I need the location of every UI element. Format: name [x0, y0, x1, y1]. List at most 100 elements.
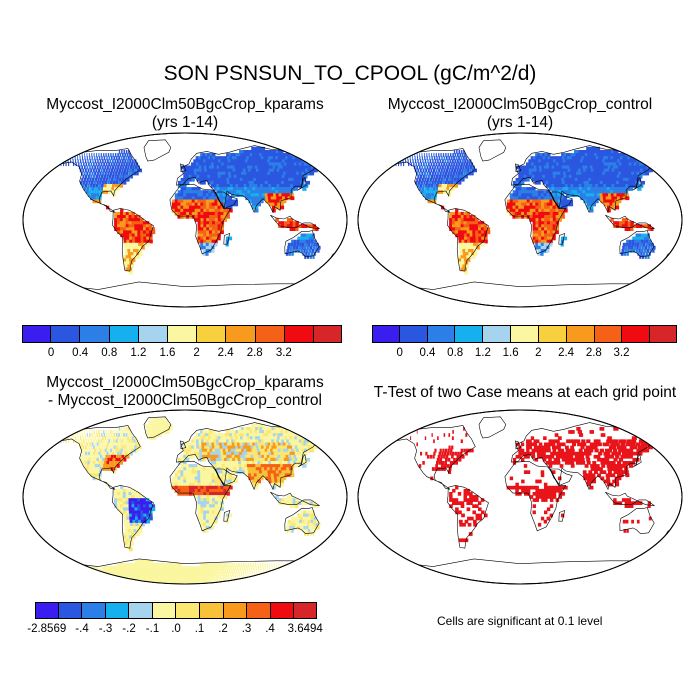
- coastline-japan: [297, 453, 307, 468]
- map-border: [357, 132, 683, 308]
- coastline-australia: [619, 507, 655, 535]
- coastline-africa: [504, 460, 567, 532]
- coastlines: [383, 416, 673, 584]
- colorbar-swatch: [483, 325, 512, 343]
- colorbar-swatch: [223, 602, 248, 619]
- map-kparams: [22, 132, 348, 308]
- panel-title-line2: - Myccost_I2000Clm50BgcCrop_control: [48, 392, 322, 409]
- colorbar-tick-label: -.2: [122, 623, 136, 635]
- map-frame: [357, 409, 683, 585]
- colorbar-control: [372, 325, 677, 343]
- coastline-japan: [297, 176, 307, 191]
- map-border: [22, 132, 348, 308]
- coastline-arabia: [215, 468, 238, 486]
- colorbar-tick-label: 0.4: [72, 347, 89, 359]
- colorbar-swatch: [35, 602, 59, 619]
- coastline-greenland: [143, 139, 172, 162]
- colorbar-tick-label: .2: [218, 623, 228, 635]
- coastline-africa: [169, 183, 232, 255]
- colorbar-swatch: [284, 325, 314, 343]
- colorbar-swatch: [511, 325, 539, 343]
- coastline-madagascar: [223, 233, 231, 245]
- colorbar-swatch: [650, 325, 677, 343]
- colorbar-kparams: [22, 325, 343, 343]
- colorbar-tick-label: 1.2: [474, 347, 491, 359]
- colorbar-swatch: [226, 325, 256, 343]
- coastline-japan: [632, 176, 642, 191]
- colorbar-tick-label: 1.2: [130, 347, 147, 359]
- data-cells: [392, 146, 672, 275]
- coastline-eurasia: [176, 145, 320, 214]
- colorbar-tick-label: -2.8569: [27, 623, 67, 635]
- colorbar-swatch: [313, 325, 343, 343]
- colorbar-frame: [372, 325, 677, 343]
- coastline-southAmerica: [446, 485, 489, 549]
- colorbar-swatch: [455, 325, 484, 343]
- colorbar-swatch: [594, 325, 623, 343]
- coastline-eurasia: [176, 422, 320, 491]
- map-border: [357, 409, 683, 585]
- colorbar-tick-label: 3.6494: [287, 623, 323, 635]
- coastline-uk: [179, 440, 187, 450]
- colorbar-swatch: [622, 325, 651, 343]
- coastline-indonesia: [605, 491, 655, 506]
- colorbar-swatch: [138, 325, 168, 343]
- colorbar-tick-label: 1.6: [159, 347, 176, 359]
- coastline-northAmerica: [56, 148, 141, 213]
- colorbar-swatch: [294, 602, 317, 619]
- map-control: [357, 132, 683, 308]
- coastline-greenland: [478, 416, 507, 439]
- coastline-greenland: [143, 416, 172, 439]
- colorbar-tick-label: .3: [241, 623, 252, 635]
- colorbar-swatch: [22, 325, 52, 343]
- coastline-northAmerica: [391, 425, 476, 490]
- colorbar-tick-label: 2.8: [246, 347, 263, 359]
- map-difference: [22, 409, 348, 585]
- panel-title-line1: T-Test of two Case means at each grid po…: [373, 384, 677, 401]
- panel-title-difference: Myccost_I2000Clm50BgcCrop_kparams - Mycc…: [20, 374, 350, 410]
- colorbar-frame: [22, 325, 342, 343]
- coastline-australia: [284, 507, 320, 535]
- coastline-eurasia: [511, 145, 655, 214]
- colorbar-tick-label: 2.8: [585, 347, 602, 359]
- colorbar-tick-label: -.1: [145, 623, 160, 635]
- coastline-uk: [514, 440, 522, 450]
- colorbar-swatch: [109, 325, 139, 343]
- panel-title-line2: (yrs 1-14): [151, 114, 219, 131]
- colorbar-swatch: [197, 325, 227, 343]
- coastline-greenland: [478, 139, 507, 162]
- colorbar-swatch: [80, 325, 110, 343]
- colorbar-tick-label: .0: [171, 623, 181, 635]
- coastline-southAmerica: [446, 208, 489, 272]
- main-title: SON PSNSUN_TO_CPOOL (gC/m^2/d): [163, 62, 537, 85]
- panel-title-line1: Myccost_I2000Clm50BgcCrop_control: [387, 96, 653, 113]
- data-cells: [57, 146, 337, 275]
- coastline-australia: [619, 230, 655, 258]
- coastline-uk: [179, 163, 187, 173]
- colorbar-tick-label: 2.4: [558, 347, 575, 359]
- colorbar-tick-label: 2.4: [217, 347, 234, 359]
- map-border: [22, 409, 348, 585]
- colorbar-swatch: [427, 325, 456, 343]
- colorbar-tick-label: .4: [265, 623, 275, 635]
- panel-title-control: Myccost_I2000Clm50BgcCrop_control (yrs 1…: [355, 96, 685, 132]
- colorbar-tick-label: 0.4: [419, 347, 436, 359]
- colorbar-tick-label: 3.2: [613, 347, 630, 359]
- colorbar-swatch: [129, 602, 153, 619]
- coastline-africa: [169, 460, 232, 532]
- panel-title-line1: Myccost_I2000Clm50BgcCrop_kparams: [46, 96, 324, 113]
- colorbar-swatch: [255, 325, 285, 343]
- panel-title-ttest: T-Test of two Case means at each grid po…: [355, 384, 695, 402]
- colorbar-swatch: [51, 325, 81, 343]
- panel-title-kparams: Myccost_I2000Clm50BgcCrop_kparams (yrs 1…: [20, 96, 350, 132]
- colorbar-tick-label: 0: [47, 347, 55, 359]
- colorbar-swatch: [566, 325, 595, 343]
- colorbar-swatch: [538, 325, 567, 343]
- coastline-uk: [514, 163, 522, 173]
- coastline-indonesia: [270, 214, 320, 229]
- colorbar-tick-label: 1.6: [502, 347, 519, 359]
- coastline-madagascar: [558, 510, 566, 522]
- coastline-antarctica: [48, 558, 322, 584]
- coastline-antarctica: [48, 281, 322, 307]
- panel-title-line2: (yrs 1-14): [486, 114, 554, 131]
